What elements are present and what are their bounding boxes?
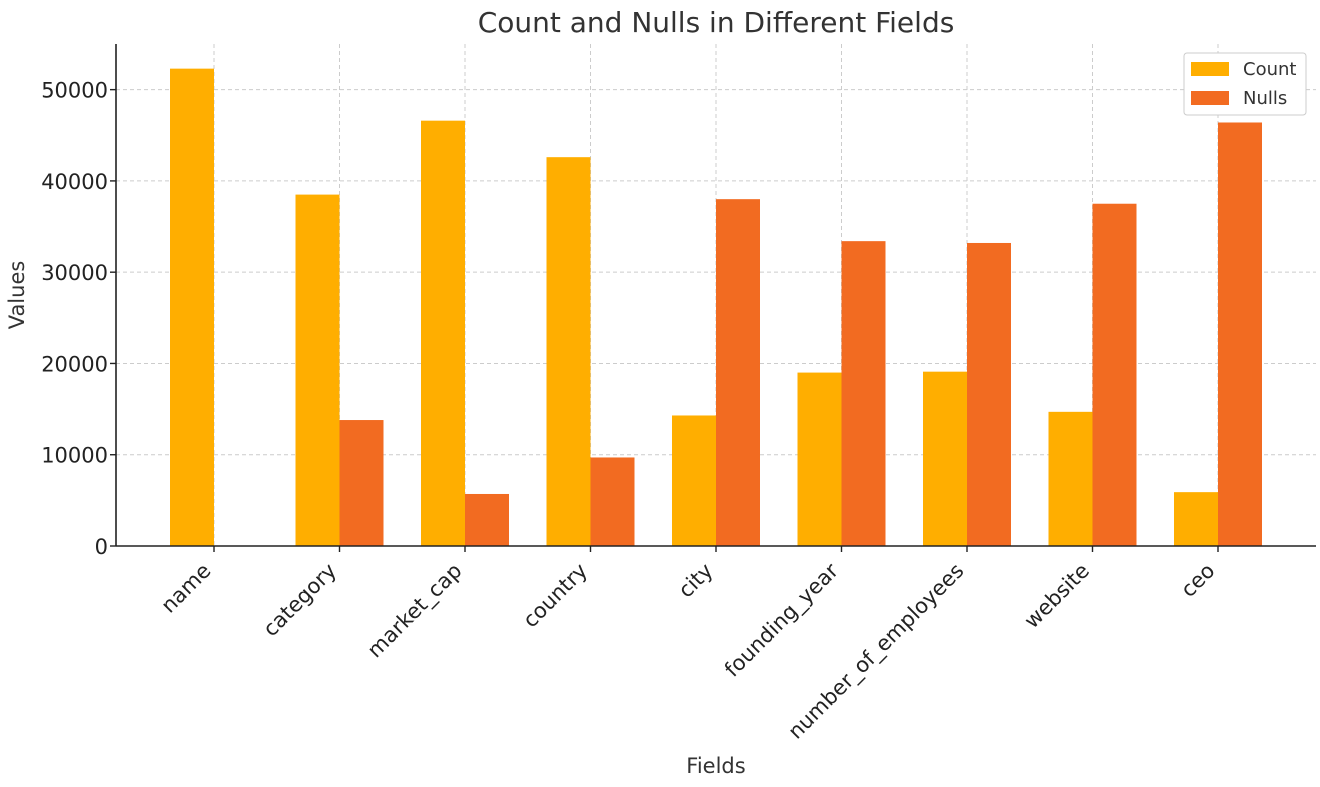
y-tick-label: 10000: [41, 444, 108, 468]
x-axis-label: Fields: [686, 754, 745, 778]
x-tick-label-market_cap: market_cap: [363, 559, 467, 663]
bar-count-market_cap: [421, 120, 465, 546]
y-axis-label: Values: [5, 261, 29, 330]
x-tick-label-founding_year: founding_year: [720, 558, 844, 682]
x-tick-label-name: name: [156, 559, 215, 618]
legend: Count Nulls: [1183, 52, 1307, 116]
x-tick-label-country: country: [518, 559, 592, 633]
y-tick-label: 40000: [41, 170, 108, 194]
bar-count-country: [546, 157, 591, 547]
bar-nulls-founding_year: [841, 241, 886, 546]
chart-title: Count and Nulls in Different Fields: [478, 6, 955, 39]
bar-nulls-ceo: [1218, 122, 1262, 547]
x-tick-label-city: city: [674, 559, 718, 603]
bar-count-category: [295, 194, 340, 546]
x-tick-label-ceo: ceo: [1176, 559, 1219, 602]
legend-swatch-nulls: [1191, 91, 1229, 105]
y-tick-label: 0: [95, 535, 108, 559]
y-ticks: 0 10000 20000 30000 40000 50000: [41, 79, 116, 559]
bar-count-name: [170, 68, 214, 546]
legend-label-count: Count: [1243, 59, 1296, 80]
bar-count-city: [672, 415, 716, 546]
y-tick-label: 50000: [41, 79, 108, 103]
y-tick-label: 20000: [41, 352, 108, 376]
y-tick-label: 30000: [41, 261, 108, 285]
bar-count-founding_year: [797, 372, 842, 546]
bar-nulls-country: [590, 457, 635, 546]
x-ticks: name category market_cap country city foundin…: [156, 546, 1220, 744]
bars: [170, 68, 1262, 547]
bar-count-ceo: [1174, 492, 1218, 546]
legend-label-nulls: Nulls: [1243, 88, 1287, 109]
legend-swatch-count: [1191, 62, 1229, 76]
bar-nulls-market_cap: [465, 493, 509, 546]
bar-nulls-number_of_employees: [967, 242, 1011, 546]
bar-count-website: [1048, 411, 1093, 546]
bar-count-number_of_employees: [923, 371, 967, 546]
bar-nulls-website: [1092, 203, 1137, 546]
bar-nulls-city: [716, 199, 760, 546]
x-tick-label-category: category: [258, 559, 341, 642]
x-tick-label-website: website: [1020, 559, 1095, 634]
bar-nulls-category: [339, 420, 384, 546]
